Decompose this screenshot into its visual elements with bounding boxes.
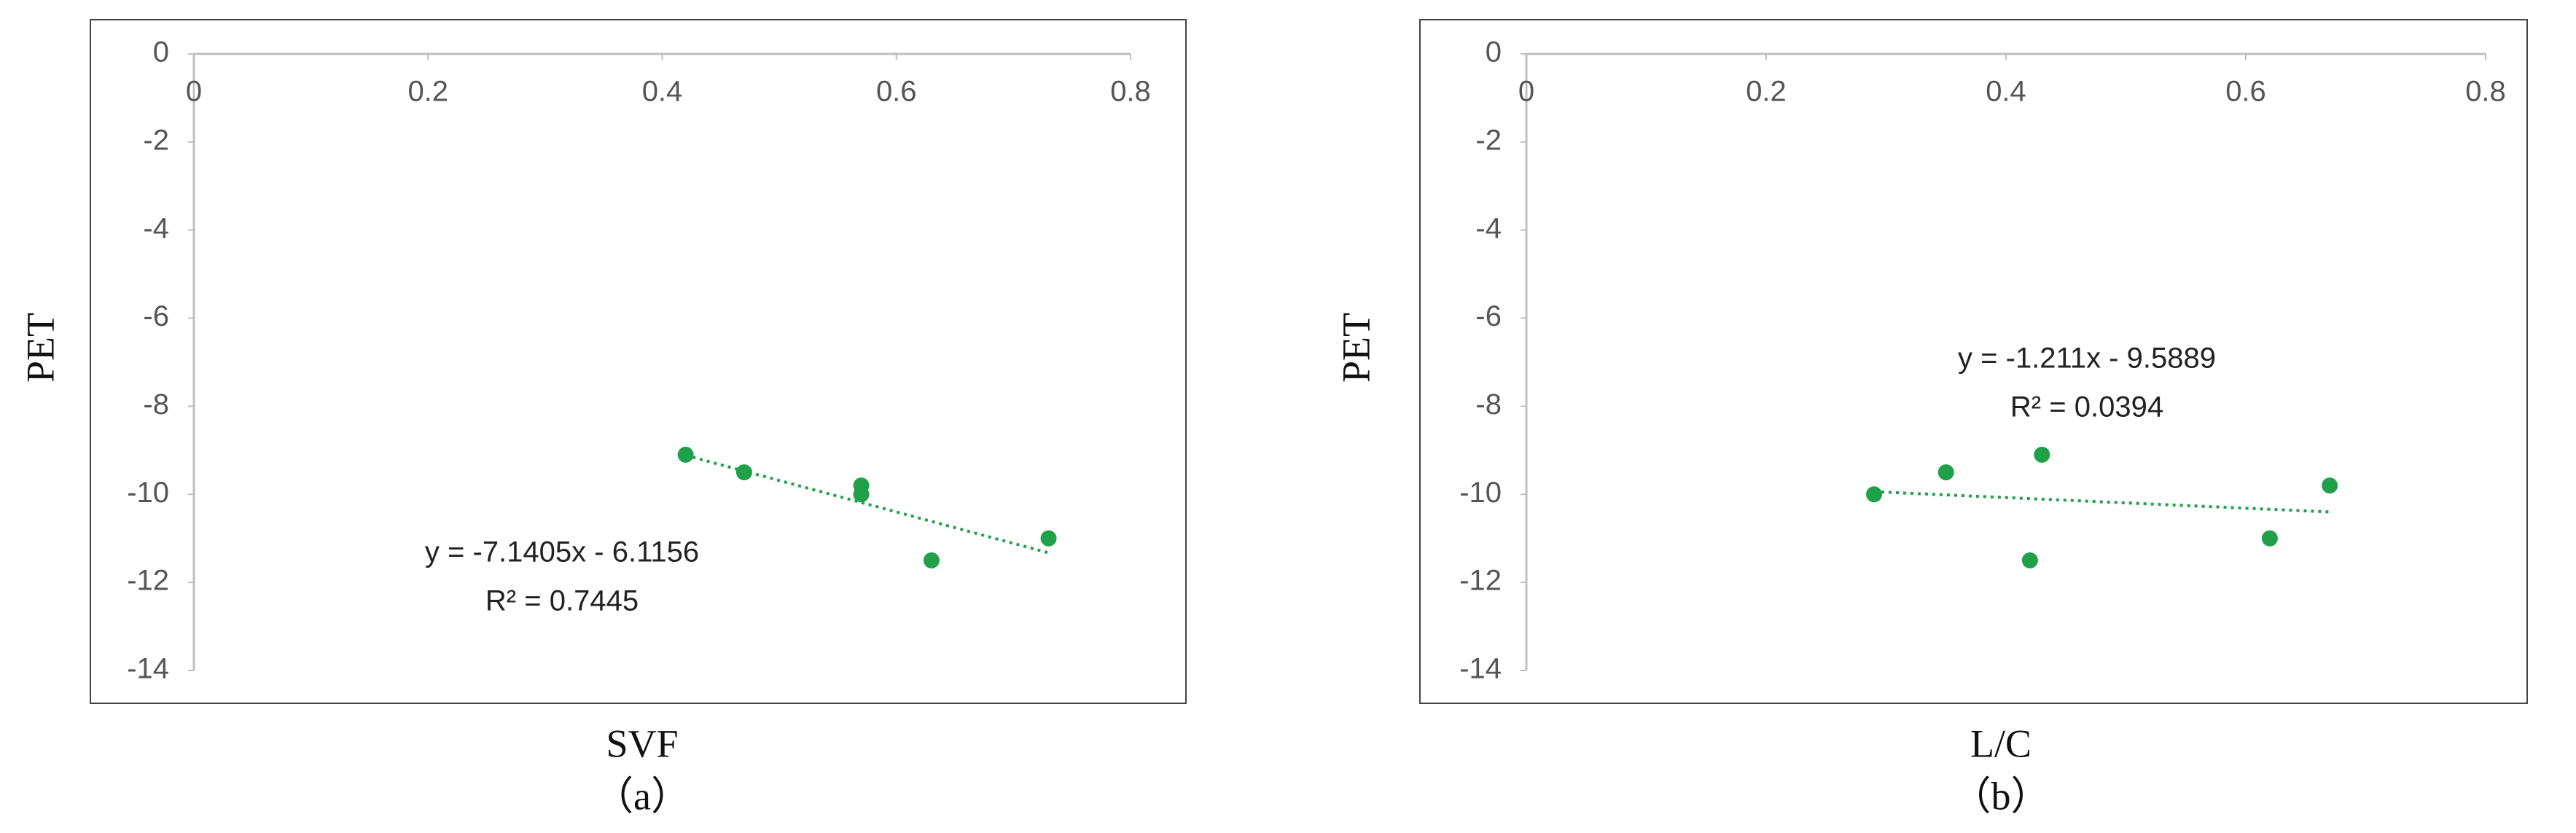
data-point [677, 446, 694, 463]
data-point [853, 486, 870, 503]
x-tick-label: 0.8 [2465, 76, 2506, 108]
y-tick-label: -2 [143, 124, 169, 156]
r-squared: R² = 0.7445 [485, 585, 639, 617]
y-axis-title: PET [1334, 313, 1378, 383]
x-tick-label: 0.4 [1986, 76, 2026, 108]
y-tick-label: -12 [1459, 565, 1502, 597]
y-tick-label: 0 [1486, 36, 1502, 69]
data-point [923, 552, 940, 568]
x-axis-title: SVF [606, 721, 678, 765]
y-tick-label: 0 [153, 36, 169, 69]
y-tick-label: -14 [127, 653, 169, 685]
data-point [735, 464, 752, 481]
x-tick-label: 0.6 [876, 76, 917, 108]
data-point [1040, 530, 1057, 547]
data-point [1937, 464, 1954, 481]
y-tick-label: -14 [1459, 653, 1502, 685]
y-tick-label: -8 [143, 388, 169, 421]
y-tick-label: -4 [143, 212, 169, 244]
r-squared: R² = 0.0394 [2010, 391, 2163, 423]
x-axis-title: L/C [1970, 721, 2031, 765]
data-point [1866, 486, 1883, 503]
x-tick-label: 0.2 [1746, 76, 1787, 108]
chart-frame [1419, 19, 2528, 704]
x-tick-label: 0 [1518, 76, 1534, 108]
x-tick-label: 0.8 [1110, 76, 1151, 108]
y-tick-label: -8 [1475, 388, 1502, 421]
y-tick-label: -10 [127, 477, 169, 509]
y-axis-title: PET [18, 313, 62, 383]
trendline-equation: y = -1.211x - 9.5889 [1958, 343, 2216, 375]
data-point [2322, 477, 2338, 494]
data-point [2021, 552, 2038, 568]
y-tick-label: -4 [1475, 212, 1502, 244]
data-point [2034, 446, 2050, 463]
trendline [1873, 490, 2330, 514]
y-tick-label: -6 [143, 300, 169, 332]
chart-frame [90, 19, 1187, 704]
y-tick-label: -10 [1459, 477, 1502, 509]
trendline-equation: y = -7.1405x - 6.1156 [425, 536, 699, 568]
y-tick-label: -12 [127, 565, 169, 597]
caption: （a） [594, 774, 690, 818]
data-point [2261, 530, 2278, 547]
x-tick-label: 0.4 [642, 76, 683, 108]
x-tick-label: 0.2 [407, 76, 448, 108]
x-tick-label: 0 [186, 76, 202, 108]
x-tick-label: 0.6 [2225, 76, 2266, 108]
caption: （b） [1952, 774, 2050, 818]
y-tick-label: -6 [1475, 300, 1502, 332]
y-tick-label: -2 [1475, 124, 1502, 156]
